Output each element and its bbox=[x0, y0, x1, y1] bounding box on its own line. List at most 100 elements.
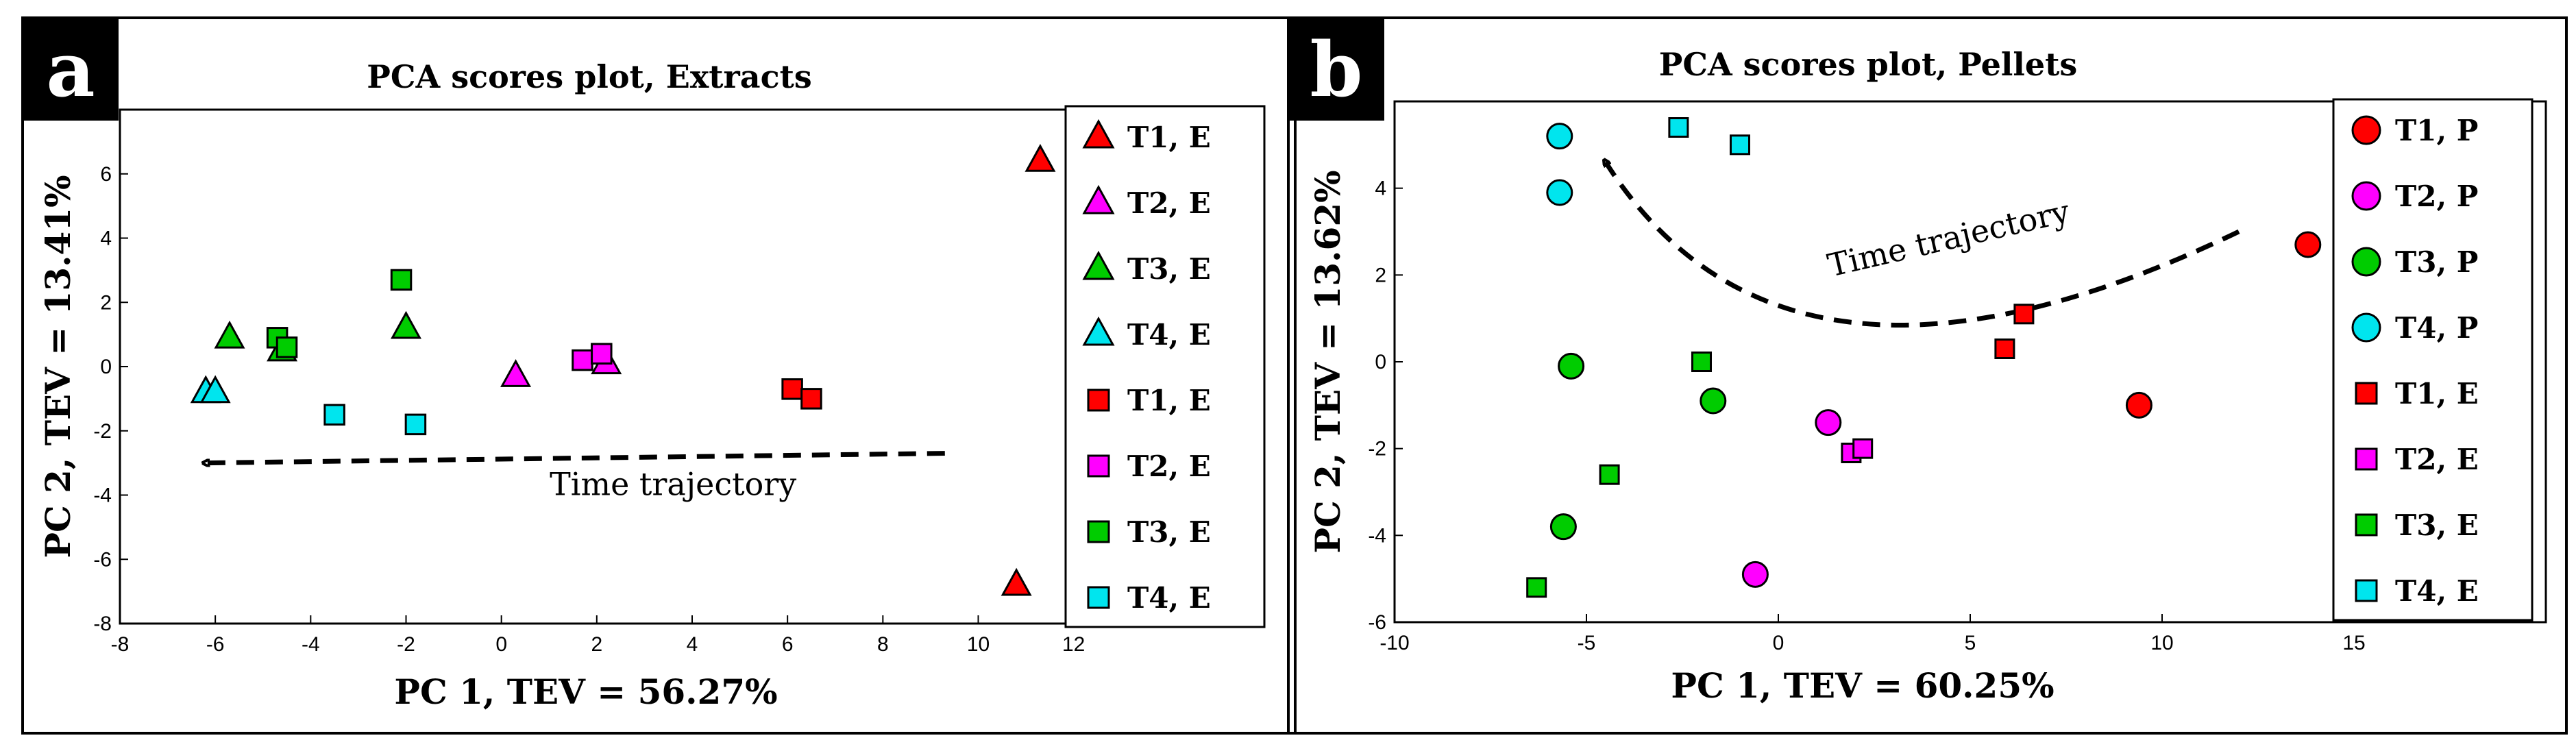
data-point-triangle bbox=[1001, 567, 1032, 596]
panel-a-letter-box bbox=[23, 18, 119, 121]
panel-b-x-ticks: -10 -5 0 5 10 15 bbox=[1379, 614, 2366, 654]
y-tick-label: -2 bbox=[1368, 438, 1386, 460]
x-tick-label: -10 bbox=[1379, 632, 1409, 654]
data-point-square bbox=[404, 413, 427, 436]
panel-b: b PCA scores plot, Pellets -10 -5 0 5 10 15 -… bbox=[1287, 16, 2568, 735]
panel-a: a PCA scores plot, Extracts -8 -6 -4 -2 0 2 4 6… bbox=[21, 16, 1297, 735]
time-trajectory-arrow bbox=[1606, 162, 2240, 328]
legend-marker-square bbox=[2355, 382, 2378, 405]
legend-label: T2, E bbox=[1127, 186, 1211, 220]
legend-marker-square bbox=[2355, 447, 2378, 471]
legend-label: T4, E bbox=[1127, 318, 1211, 352]
data-point-circle bbox=[1558, 352, 1585, 380]
panel-b-annotations: Time trajectory bbox=[1606, 162, 2240, 328]
legend-marker-triangle bbox=[1082, 316, 1115, 346]
panel-a-legend: T1, E T2, E T3, E T4, E T1, E T2, E T3, E T4, E bbox=[1082, 119, 1211, 615]
data-point-square bbox=[323, 404, 345, 426]
panel-b-legend-box bbox=[2332, 98, 2534, 621]
x-tick-label: -6 bbox=[206, 633, 225, 656]
x-tick-label: -5 bbox=[1578, 632, 1596, 654]
data-point-square bbox=[275, 336, 298, 358]
panel-a-y-axis-label: PC 2, TEV = 13.41% bbox=[38, 175, 78, 558]
legend-label: T4, E bbox=[2395, 574, 2479, 608]
panel-a-x-axis-label: PC 1, TEV = 56.27% bbox=[394, 672, 777, 712]
data-point-square bbox=[572, 349, 593, 371]
legend-marker-circle bbox=[2351, 312, 2381, 343]
data-point-circle bbox=[2125, 391, 2152, 419]
time-trajectory-label: Time trajectory bbox=[550, 466, 796, 503]
panel-b-letter-box bbox=[1288, 18, 1384, 121]
y-tick-label: 6 bbox=[100, 163, 112, 186]
data-point-circle bbox=[1700, 387, 1727, 415]
x-tick-label: -2 bbox=[397, 633, 415, 656]
y-tick-label: 4 bbox=[1375, 177, 1386, 200]
y-tick-label: -8 bbox=[93, 613, 112, 635]
legend-marker-circle bbox=[2351, 181, 2381, 211]
data-point-triangle bbox=[214, 320, 245, 349]
legend-label: T1, E bbox=[1127, 121, 1211, 154]
legend-label: T1, P bbox=[2395, 114, 2478, 147]
x-tick-label: 0 bbox=[1773, 632, 1784, 654]
y-tick-label: -4 bbox=[1368, 524, 1386, 547]
panel-b-y-axis-label: PC 2, TEV = 13.62% bbox=[1308, 170, 1348, 553]
legend-label: T3, E bbox=[1127, 515, 1211, 549]
x-tick-label: 12 bbox=[1062, 633, 1085, 656]
panel-a-border bbox=[21, 16, 1297, 735]
x-tick-label: 10 bbox=[2150, 632, 2173, 654]
y-tick-label: -2 bbox=[93, 420, 112, 443]
legend-label: T2, E bbox=[1127, 450, 1211, 483]
time-trajectory-arrow bbox=[206, 451, 945, 463]
legend-label: T3, E bbox=[1127, 252, 1211, 286]
x-tick-label: 10 bbox=[967, 633, 990, 656]
panel-a-x-ticks: -8 -6 -4 -2 0 2 4 6 8 10 12 bbox=[111, 615, 1085, 656]
legend-marker-square bbox=[2355, 579, 2378, 602]
panel-b-y-ticks: -6 -4 -2 0 2 4 bbox=[1368, 177, 1403, 634]
x-tick-label: -8 bbox=[111, 633, 130, 656]
legend-marker-triangle bbox=[1082, 184, 1115, 214]
panel-b-title: PCA scores plot, Pellets bbox=[1659, 46, 2078, 83]
data-point-triangle bbox=[500, 359, 532, 387]
y-tick-label: -6 bbox=[93, 548, 112, 571]
legend-marker-square bbox=[1087, 389, 1110, 412]
legend-label: T3, P bbox=[2395, 245, 2478, 279]
legend-label: T4, P bbox=[2395, 311, 2478, 345]
y-tick-label: -4 bbox=[93, 484, 112, 507]
panel-a-letter: a bbox=[46, 25, 95, 114]
data-point-circle bbox=[1546, 179, 1573, 206]
data-point-square bbox=[1691, 352, 1712, 372]
y-tick-label: 2 bbox=[100, 291, 112, 314]
y-tick-label: 0 bbox=[1375, 351, 1386, 373]
x-tick-label: 4 bbox=[687, 633, 698, 656]
data-point-triangle bbox=[199, 375, 231, 404]
data-point-square bbox=[2013, 304, 2035, 325]
data-point-circle bbox=[1741, 561, 1769, 588]
data-point-circle bbox=[1815, 409, 1842, 436]
panel-b-border bbox=[1287, 16, 2568, 735]
legend-marker-square bbox=[1087, 586, 1110, 609]
x-tick-label: 8 bbox=[877, 633, 889, 656]
y-tick-label: -6 bbox=[1368, 611, 1386, 634]
panel-a-annotations: Time trajectory bbox=[206, 451, 945, 503]
x-tick-label: 15 bbox=[2342, 632, 2365, 654]
panel-a-title: PCA scores plot, Extracts bbox=[367, 58, 811, 95]
data-point-triangle bbox=[1025, 144, 1056, 172]
x-tick-label: 5 bbox=[1965, 632, 1976, 654]
legend-marker-square bbox=[2355, 513, 2378, 537]
data-point-circle bbox=[1549, 513, 1577, 541]
data-point-square bbox=[1994, 338, 2015, 359]
legend-label: T1, E bbox=[2395, 377, 2479, 410]
data-point-square bbox=[1599, 464, 1620, 485]
panel-b-x-axis-label: PC 1, TEV = 60.25% bbox=[1671, 665, 2054, 706]
x-tick-label: 2 bbox=[591, 633, 602, 656]
legend-marker-circle bbox=[2351, 247, 2381, 277]
panel-b-data-points bbox=[1526, 117, 2322, 598]
data-point-square bbox=[390, 269, 413, 291]
legend-label: T1, E bbox=[1127, 384, 1211, 417]
data-point-square bbox=[591, 343, 613, 365]
panel-b-legend: T1, P T2, P T3, P T4, P T1, E T2, E T3, E T4, E bbox=[2351, 114, 2479, 608]
data-point-square bbox=[1526, 577, 1547, 598]
y-tick-label: 2 bbox=[1375, 264, 1386, 286]
legend-marker-triangle bbox=[1082, 250, 1115, 280]
panel-b-letter: b bbox=[1310, 25, 1363, 114]
